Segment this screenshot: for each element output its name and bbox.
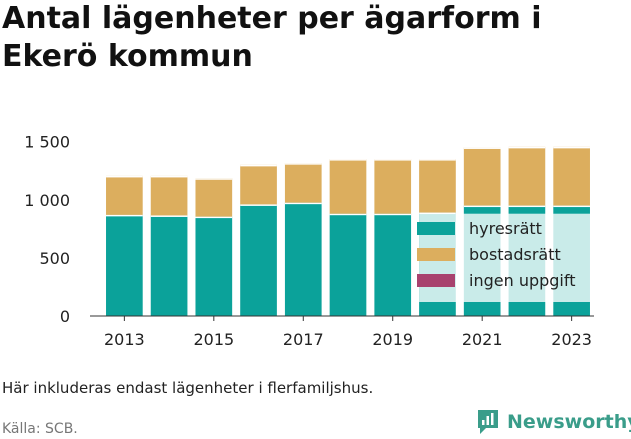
chart-legend: hyresrätt bostadsrätt ingen uppgift [417, 219, 576, 290]
bar-segment-separator [463, 147, 501, 149]
y-tick-label: 1 000 [24, 191, 70, 210]
bar-segment-separator [553, 146, 590, 149]
y-tick-label: 0 [60, 307, 70, 326]
bar-segment-separator [150, 175, 188, 178]
bar-segment [150, 215, 188, 316]
x-tick-label: 2017 [283, 330, 324, 349]
bar-segment-separator [195, 216, 233, 219]
x-tick-label: 2019 [372, 330, 413, 349]
brand-name: Newsworthy [507, 411, 631, 433]
bar-segment-separator [195, 178, 233, 180]
bar-segment [106, 214, 143, 316]
bar-segment [374, 213, 412, 316]
bar-segment-separator [150, 215, 188, 217]
bar-segment [195, 178, 233, 217]
legend-label: bostadsrätt [469, 245, 561, 264]
bar-segment [284, 202, 322, 316]
bar-segment-separator [419, 212, 456, 215]
bar-segment [284, 163, 322, 203]
bar-segment-separator [463, 205, 501, 208]
x-tick-label: 2021 [462, 330, 503, 349]
legend-label: ingen uppgift [469, 271, 576, 290]
legend-swatch [417, 248, 455, 261]
y-tick-label: 500 [39, 249, 70, 268]
legend-swatch [417, 274, 455, 287]
bar-segment [419, 159, 456, 213]
bar-segment-separator [553, 205, 590, 208]
bar-segment [150, 175, 188, 216]
legend-label: hyresrätt [469, 219, 542, 238]
bar-segment [374, 159, 412, 214]
footnote: Här inkluderas endast lägenheter i flerf… [2, 379, 374, 397]
bar-segment [463, 147, 501, 206]
legend-swatch [417, 222, 455, 235]
x-axis-tick-labels: 2013 2015 2017 2019 2021 2023 [104, 316, 592, 349]
bar-segment-separator [240, 164, 277, 167]
bar-segment-separator [329, 213, 367, 216]
bar-segment [329, 213, 367, 316]
y-tick-label: 1 500 [24, 133, 70, 152]
bar-segment-separator [329, 159, 367, 161]
bar-segment [329, 159, 367, 214]
bar-segment-separator [106, 214, 143, 217]
bar-segment [195, 216, 233, 316]
bar-segment-separator [508, 146, 546, 149]
bar-segment [240, 204, 277, 316]
x-tick-label: 2015 [193, 330, 234, 349]
bar-segment-separator [284, 163, 322, 165]
x-tick-label: 2023 [551, 330, 592, 349]
page-title: Antal lägenheter per ägarform i Ekerö ko… [2, 1, 542, 74]
bar-segment-separator [240, 204, 277, 206]
bar-segment [508, 146, 546, 206]
bar-segment [553, 146, 590, 206]
bar-segment [240, 164, 277, 205]
newsworthy-logo: Newsworthy [476, 408, 631, 436]
bar-segment [106, 175, 143, 215]
bar-segment-separator [508, 205, 546, 208]
bar-segment-separator [419, 159, 456, 161]
x-tick-label: 2013 [104, 330, 145, 349]
bar-segment-separator [284, 202, 322, 205]
y-axis-tick-labels: 0 500 1 000 1 500 [24, 133, 70, 326]
bar-chart-speech-bubble-icon [478, 410, 498, 434]
bar-segment-separator [374, 159, 412, 161]
bar-segment-separator [374, 213, 412, 216]
bar-segment-separator [106, 175, 143, 178]
source-note: Källa: SCB. [2, 421, 78, 437]
